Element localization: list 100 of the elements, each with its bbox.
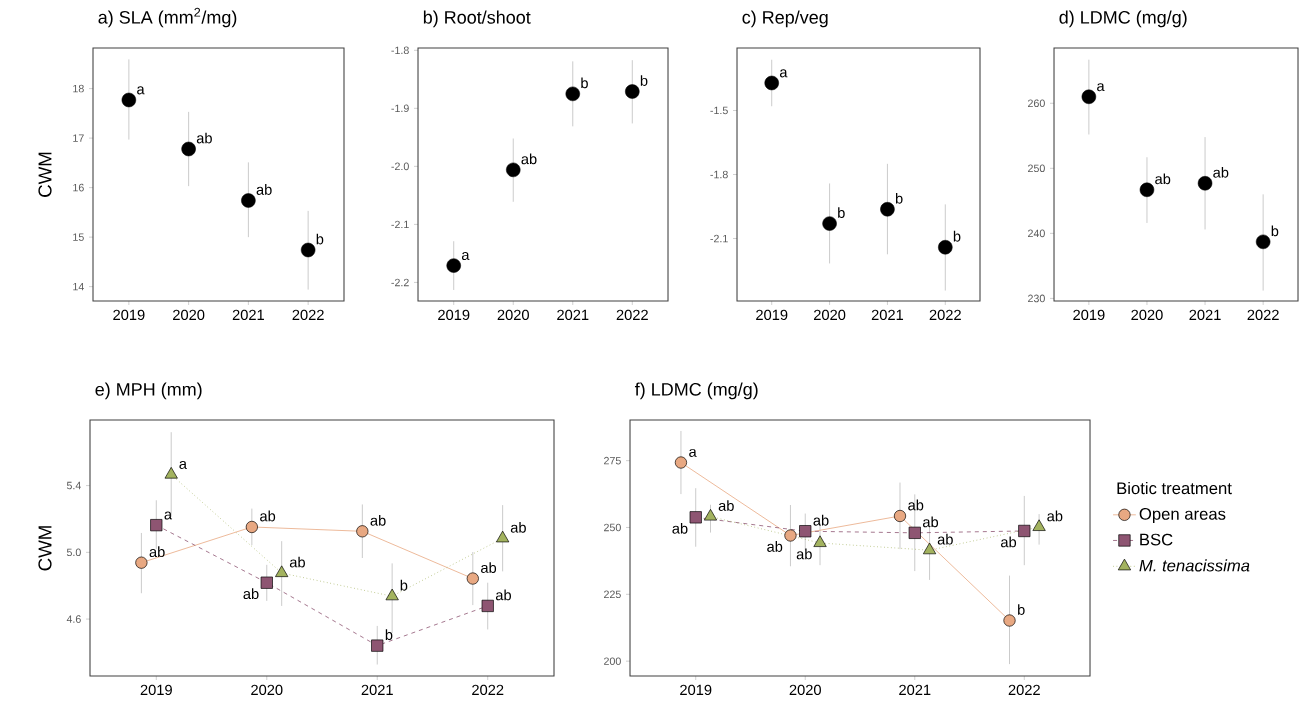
data-label: ab	[510, 521, 526, 533]
x-tick-label: 2021	[361, 684, 393, 696]
point	[1197, 176, 1213, 191]
data-label: ab	[149, 546, 165, 558]
y-tick-label: 250	[1028, 164, 1045, 173]
y-tick-label: -2.1	[391, 220, 409, 229]
x-tick-label: 2022	[472, 684, 504, 696]
data-label: b	[838, 207, 845, 218]
data-label: ab	[260, 510, 276, 522]
chart-title: a) SLA (mm$^{2}$/mg)	[98, 7, 237, 28]
x-tick-label: 2019	[1073, 309, 1105, 321]
x-tick-label: 2021	[232, 309, 264, 321]
x-tick-label: 2021	[1189, 309, 1221, 321]
chart-title: e) MPH (mm)	[95, 382, 202, 400]
y-tick-label: -1.8	[391, 46, 409, 55]
data-label: a	[137, 86, 145, 95]
y-tick-label: 16	[73, 183, 84, 192]
x-tick-label: 2022	[1247, 309, 1279, 321]
x-tick-label: 2020	[173, 309, 205, 321]
y-tick-label: -1.5	[710, 106, 728, 115]
y-tick-label: 14	[73, 282, 84, 291]
point	[506, 162, 521, 178]
y-tick-label: 225	[604, 590, 621, 599]
chart-title: c) Rep/veg	[742, 10, 828, 28]
data-label: ab	[256, 184, 272, 195]
data-label: b	[953, 230, 961, 242]
data-label: ab	[813, 514, 829, 526]
y-tick-label: 15	[73, 233, 84, 241]
x-tick-label: 2019	[113, 309, 145, 321]
y-axis-title: CWM	[38, 526, 52, 571]
data-label: ab	[370, 514, 386, 526]
data-label: ab	[1213, 166, 1229, 178]
x-tick-label: 2022	[1008, 684, 1040, 696]
data-label: ab	[923, 516, 939, 528]
data-label: b	[640, 75, 648, 86]
data-label: b	[316, 233, 324, 245]
data-label: ab	[1155, 173, 1171, 185]
data-label: b	[400, 579, 408, 591]
chart-title: f) LDMC (mg/g)	[634, 382, 758, 400]
point	[121, 92, 137, 108]
y-axis-title: CWM	[38, 152, 52, 197]
x-tick-label: 2020	[1131, 309, 1163, 321]
x-tick-label: 2019	[756, 309, 788, 321]
point	[1081, 89, 1097, 104]
point	[1139, 182, 1155, 197]
x-tick-label: 2022	[616, 309, 648, 321]
point	[764, 75, 779, 91]
x-tick-label: 2019	[438, 309, 470, 321]
x-tick-label: 2020	[251, 684, 283, 696]
data-label: a	[461, 251, 470, 260]
data-label: ab	[289, 556, 305, 568]
data-label: a	[1097, 83, 1105, 92]
y-tick-label: -2.2	[391, 278, 409, 287]
legend-label: Open areas	[1139, 508, 1226, 524]
x-tick-label: 2022	[292, 309, 324, 321]
data-label: b	[581, 77, 588, 89]
y-tick-label: 4.6	[66, 615, 81, 623]
data-label: b	[385, 629, 393, 641]
data-label: ab	[672, 522, 688, 534]
data-label: a	[689, 448, 697, 457]
legend-title: Biotic treatment	[1117, 481, 1232, 495]
data-label: ab	[521, 153, 537, 165]
x-tick-label: 2019	[140, 684, 172, 696]
x-tick-label: 2019	[680, 684, 712, 696]
point	[880, 202, 895, 217]
data-label: ab	[796, 548, 812, 560]
data-label: b	[1018, 604, 1025, 615]
data-label: ab	[1001, 536, 1017, 548]
y-tick-label: 230	[1028, 294, 1045, 303]
point	[300, 242, 316, 258]
y-tick-label: -2.0	[391, 162, 409, 171]
y-tick-label: -1.8	[710, 170, 728, 179]
point	[625, 84, 640, 99]
data-label: a	[179, 460, 187, 469]
legend-label: BSC	[1140, 533, 1173, 546]
legend-label: M. tenacissima	[1139, 559, 1250, 572]
y-tick-label: 5.0	[66, 548, 81, 557]
data-label: ab	[495, 589, 511, 601]
data-label: ab	[718, 500, 734, 511]
x-tick-label: 2020	[497, 309, 529, 321]
x-tick-label: 2020	[814, 309, 846, 321]
y-tick-label: -1.9	[391, 104, 409, 113]
data-label: ab	[243, 588, 259, 600]
y-tick-label: 200	[604, 657, 621, 665]
data-label: ab	[196, 132, 212, 144]
y-tick-label: 17	[73, 134, 84, 142]
data-label: ab	[937, 533, 953, 545]
data-label: ab	[767, 541, 783, 552]
y-tick-label: 275	[604, 456, 621, 465]
point	[241, 193, 256, 208]
x-tick-label: 2021	[899, 684, 931, 696]
y-tick-label: 260	[1028, 99, 1045, 108]
point	[1255, 234, 1271, 250]
data-label: ab	[1047, 510, 1063, 522]
data-label: a	[164, 511, 173, 520]
x-tick-label: 2021	[871, 309, 904, 321]
y-tick-label: -2.1	[710, 234, 728, 243]
point	[822, 216, 837, 231]
data-label: b	[1271, 225, 1279, 237]
chart-title: b) Root/shoot	[423, 10, 531, 28]
